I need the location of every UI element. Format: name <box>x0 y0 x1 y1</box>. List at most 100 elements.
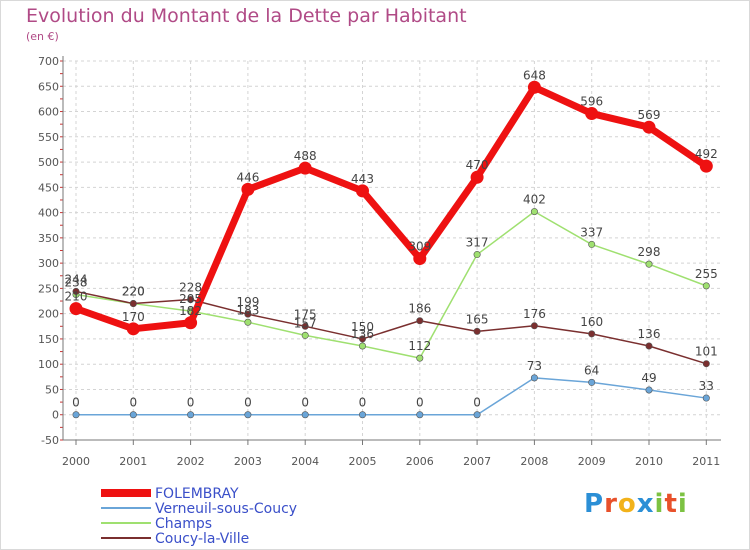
data-label: 73 <box>527 359 542 373</box>
data-label: 112 <box>408 339 431 353</box>
data-point <box>244 310 252 318</box>
data-label: 157 <box>294 316 317 330</box>
data-point <box>473 411 481 419</box>
data-label: 205 <box>179 292 202 306</box>
data-point <box>588 378 596 386</box>
y-tick-label: 100 <box>38 358 59 371</box>
data-label: 596 <box>580 95 603 109</box>
data-point <box>645 342 653 350</box>
data-label: 443 <box>351 172 374 186</box>
x-tick-label: 2004 <box>291 455 319 468</box>
data-point <box>358 411 366 419</box>
series-line <box>72 83 710 333</box>
x-tick-label: 2001 <box>119 455 147 468</box>
data-label: 101 <box>695 345 718 359</box>
series-line <box>75 377 708 416</box>
data-point <box>470 170 484 184</box>
data-point <box>301 322 309 330</box>
y-tick-label: 500 <box>38 156 59 169</box>
data-label: 228 <box>179 281 202 295</box>
data-label: 317 <box>466 236 489 250</box>
logo-letter: t <box>664 489 678 519</box>
y-tick-label: 400 <box>38 207 59 220</box>
data-labels: 210 170 182 446 488 443 309 470 648 596 569 492 0 0 0 0… <box>65 68 718 409</box>
data-point <box>473 251 481 259</box>
data-point <box>702 394 710 402</box>
data-point <box>527 80 541 94</box>
data-point <box>645 260 653 268</box>
x-tick-label: 2007 <box>463 455 491 468</box>
data-point <box>416 354 424 362</box>
data-point <box>129 300 137 308</box>
data-point <box>416 317 424 325</box>
x-tick-label: 2005 <box>349 455 377 468</box>
y-tick-label: 700 <box>38 55 59 68</box>
x-tick-label: 2008 <box>520 455 548 468</box>
data-label: 64 <box>584 363 599 377</box>
y-tick-label: 300 <box>38 257 59 270</box>
y-tick-label: -50 <box>41 434 59 447</box>
data-point <box>702 360 710 368</box>
series-line <box>75 210 708 359</box>
data-label: 0 <box>416 396 424 410</box>
data-label: 160 <box>580 315 603 329</box>
data-point <box>244 411 252 419</box>
legend: FOLEMBRAYVerneuil-sous-CoucyChampsCoucy-… <box>101 486 297 547</box>
y-tick-label: 200 <box>38 308 59 321</box>
data-point <box>358 342 366 350</box>
y-tick-label: 250 <box>38 282 59 295</box>
x-tick-label: 2009 <box>578 455 606 468</box>
data-point <box>69 302 83 316</box>
data-label: 0 <box>359 396 367 410</box>
data-label: 0 <box>187 396 195 410</box>
data-point <box>530 322 538 330</box>
data-label: 150 <box>351 320 374 334</box>
y-tick-label: 0 <box>52 409 59 422</box>
data-point <box>585 107 599 121</box>
axes: -50 0 50 100 150 200 250 300 350 400 450 500 550 600 6… <box>38 55 721 468</box>
proxiti-logo: Proxiti <box>584 489 688 519</box>
data-point <box>356 184 369 198</box>
data-point <box>530 374 538 382</box>
logo-letter: r <box>604 489 618 519</box>
data-label: 165 <box>466 312 489 326</box>
data-point <box>72 411 80 419</box>
data-point <box>588 330 596 338</box>
data-label: 186 <box>408 302 431 316</box>
data-point <box>642 120 656 134</box>
data-label: 309 <box>408 240 431 254</box>
data-label: 0 <box>244 396 252 410</box>
data-point <box>298 161 312 175</box>
data-point <box>184 316 198 330</box>
data-label: 648 <box>523 68 546 82</box>
logo-letter: i <box>654 489 665 519</box>
y-tick-label: 650 <box>38 80 59 93</box>
data-point <box>72 287 80 295</box>
logo-letter: i <box>677 489 688 519</box>
data-point <box>241 182 255 196</box>
data-label: 298 <box>638 245 661 259</box>
legend-label: Coucy-la-Ville <box>155 531 249 547</box>
x-tick-label: 2011 <box>692 455 720 468</box>
data-point <box>187 411 195 419</box>
x-tick-label: 2006 <box>406 455 434 468</box>
legend-label: FOLEMBRAY <box>155 486 239 502</box>
x-tick-label: 2003 <box>234 455 262 468</box>
data-label: 176 <box>523 307 546 321</box>
data-label: 33 <box>699 379 714 393</box>
y-tick-label: 150 <box>38 333 59 346</box>
data-label: 220 <box>122 285 145 299</box>
data-label: 402 <box>523 193 546 207</box>
data-label: 170 <box>122 310 145 324</box>
data-point <box>416 411 424 419</box>
grid <box>63 60 721 441</box>
data-label: 220 <box>122 285 145 299</box>
logo-letter: P <box>584 489 605 519</box>
logo-letter: x <box>636 489 655 519</box>
data-point <box>301 331 309 339</box>
data-label: 244 <box>65 272 88 286</box>
data-point <box>358 335 366 343</box>
data-label: 175 <box>294 307 317 321</box>
y-tick-label: 550 <box>38 131 59 144</box>
data-point <box>413 252 427 266</box>
